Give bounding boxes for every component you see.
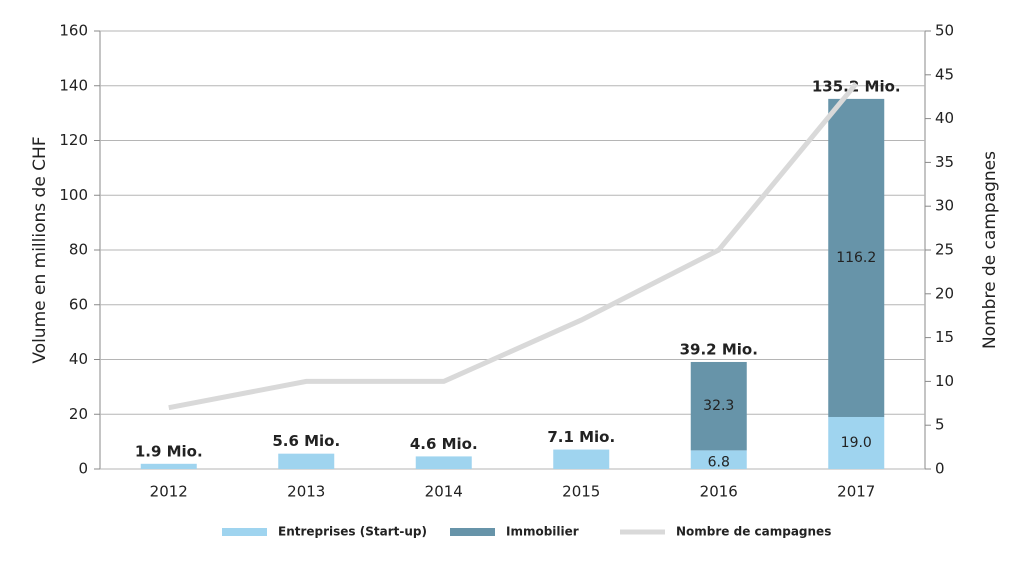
y2-axis-label: Nombre de campagnes [980,151,1000,349]
bar-segment [553,449,610,469]
x-tick-label: 2015 [562,483,600,501]
y-tick-label: 120 [59,131,88,149]
bar-segment [828,416,885,469]
y-tick-label: 40 [69,350,88,368]
y2-tick-label: 50 [935,22,954,40]
total-label: 7.1 Mio. [547,428,615,446]
x-tick-label: 2014 [425,483,463,501]
y2-tick-label: 25 [935,241,954,259]
y-tick-label: 80 [69,241,88,259]
bar-segment [278,453,335,469]
y-tick-label: 160 [59,22,88,40]
y2-tick-label: 10 [935,372,954,390]
total-label: 5.6 Mio. [272,432,340,450]
legend-label: Entreprises (Start-up) [278,525,427,539]
y-tick-label: 20 [69,405,88,423]
legend-swatch [450,528,495,536]
y2-tick-label: 0 [935,460,945,478]
bar-value-label: 32.3 [703,398,734,414]
x-tick-label: 2013 [287,483,325,501]
legend-swatch [222,528,267,536]
y2-tick-label: 5 [935,416,945,434]
bar-value-label: 116.2 [836,250,876,266]
y2-tick-label: 40 [935,109,954,127]
y-tick-label: 140 [59,76,88,94]
legend-label: Nombre de campagnes [676,525,831,539]
bar-segment [828,98,885,417]
y-tick-label: 0 [78,460,88,478]
x-tick-label: 2016 [700,483,738,501]
bar-value-label: 6.8 [708,455,730,471]
total-label: 39.2 Mio. [680,340,758,358]
legend-label: Immobilier [506,525,579,539]
x-tick-label: 2012 [150,483,188,501]
bar-segment [690,450,747,469]
bar-segment [690,361,747,451]
total-label: 1.9 Mio. [135,442,203,460]
y2-tick-label: 45 [935,65,954,83]
total-label: 4.6 Mio. [410,435,478,453]
y2-tick-label: 30 [935,197,954,215]
y2-tick-label: 15 [935,328,954,346]
bar-value-label: 19.0 [841,435,872,451]
bar-segment [415,456,472,469]
line-series [168,81,859,411]
x-tick-label: 2017 [837,483,875,501]
y-tick-label: 60 [69,295,88,313]
bar-segment [140,463,197,469]
y2-tick-label: 20 [935,284,954,302]
y2-tick-label: 35 [935,153,954,171]
y-axis-label: Volume en millions de CHF [30,136,50,363]
y-tick-label: 100 [59,186,88,204]
